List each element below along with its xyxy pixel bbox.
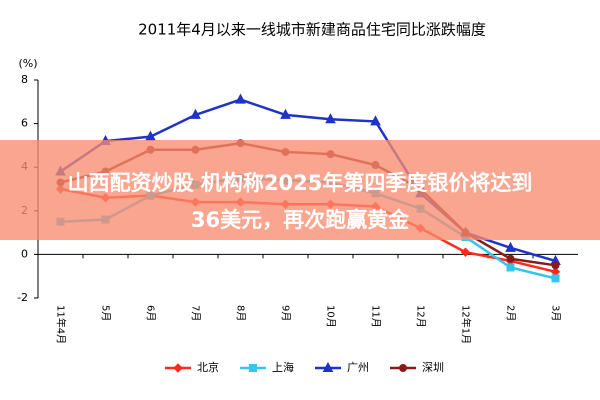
banner [0,140,600,240]
legend-label: 上海 [272,360,294,374]
marker [370,115,381,126]
banner-text: 36美元，再次跑赢黄金 [191,208,410,232]
x-tick-label: 2月 [505,305,517,321]
chart-title: 2011年4月以来一线城市新建商品住宅同比涨跌幅度 [138,21,486,39]
x-tick-label: 10月 [325,305,337,328]
marker [235,93,246,104]
marker [505,241,516,252]
x-tick-label: 5月 [100,305,112,321]
marker [551,261,560,270]
marker [551,274,560,283]
y-tick-label: 8 [21,73,28,86]
x-tick-label: 12年1月 [460,305,473,344]
marker [173,363,183,373]
legend-label: 深圳 [422,361,444,374]
marker [506,263,515,272]
marker [399,364,407,372]
marker [506,254,515,263]
marker [190,108,201,119]
banner-text: 山西配资炒股 机构称2025年第四季度银价将达到 [68,171,533,195]
x-tick-label: 9月 [280,305,292,321]
x-tick-label: 11月 [370,305,382,328]
marker [322,361,334,372]
y-tick-label: -2 [17,291,28,304]
marker [460,247,471,257]
x-tick-label: 11年4月 [55,305,68,344]
y-tick-label: 6 [21,117,28,130]
marker [249,364,257,372]
x-tick-label: 7月 [190,305,202,321]
y-tick-label: 0 [21,247,28,260]
x-tick-label: 12月 [415,305,427,328]
legend-label: 广州 [347,361,369,374]
marker [280,108,291,119]
legend-label: 北京 [197,360,219,374]
marker [325,113,336,124]
y-axis-label: (%) [18,57,37,70]
x-tick-label: 3月 [550,305,562,321]
x-tick-label: 6月 [145,305,157,321]
x-tick-label: 8月 [235,305,247,321]
